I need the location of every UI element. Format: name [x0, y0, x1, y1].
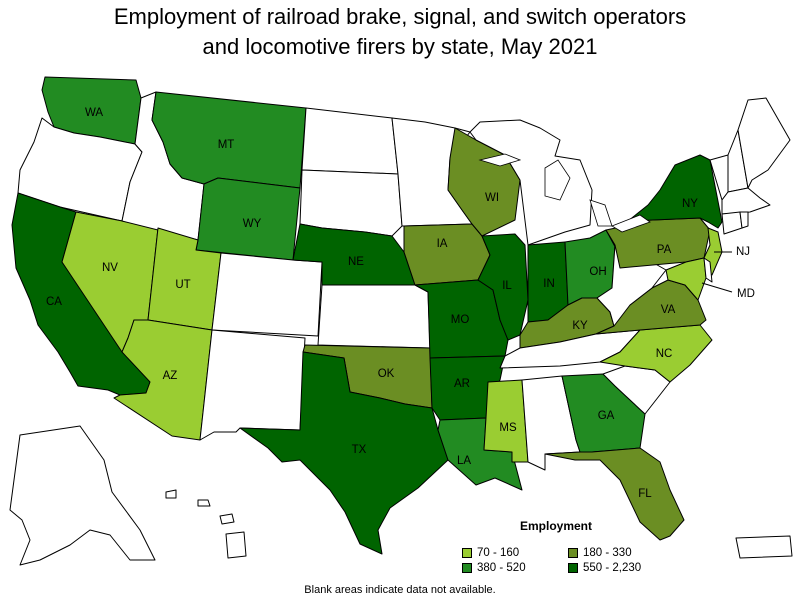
- state-nd: [301, 107, 399, 175]
- state-nc: [599, 324, 713, 383]
- state-label-ok: OK: [378, 368, 395, 380]
- state-ri: [739, 211, 749, 229]
- map-title: Employment of railroad brake, signal, an…: [0, 2, 800, 62]
- legend-title: Employment: [520, 519, 593, 533]
- state-label-fl: FL: [638, 488, 652, 500]
- state-label-in: IN: [543, 278, 555, 290]
- state-label-ne: NE: [348, 256, 364, 268]
- state-ks: [317, 284, 431, 349]
- legend-label: 550 - 2,230: [583, 562, 642, 574]
- legend-item: 180 - 330: [568, 547, 668, 559]
- state-label-ar: AR: [454, 378, 470, 390]
- legend-item: 550 - 2,230: [568, 562, 668, 574]
- state-ma: [721, 187, 771, 215]
- state-label-pa: PA: [657, 244, 672, 256]
- great-lake-3: [589, 199, 613, 227]
- legend-swatch: [462, 563, 472, 573]
- state-label-ky: KY: [572, 320, 588, 332]
- state-label-az: AZ: [163, 370, 178, 382]
- legend-label: 70 - 160: [477, 547, 520, 559]
- state-label-ca: CA: [46, 296, 62, 308]
- great-lake-4: [611, 214, 651, 233]
- state-label-ms: MS: [499, 422, 517, 434]
- state-label-tx: TX: [352, 444, 367, 456]
- title-line-1: Employment of railroad brake, signal, an…: [113, 4, 687, 29]
- state-label-la: LA: [457, 455, 471, 467]
- state-il: [477, 233, 529, 341]
- legend-item: 380 - 520: [462, 562, 568, 574]
- state-label-wi: WI: [485, 192, 499, 204]
- legend-swatch: [568, 563, 578, 573]
- state-label-oh: OH: [589, 266, 606, 278]
- state-label-nv: NV: [102, 262, 118, 274]
- state-hi: [165, 489, 247, 559]
- legend-item: 70 - 160: [462, 547, 568, 559]
- great-lake-1: [478, 153, 522, 167]
- state-label-va: VA: [661, 304, 676, 316]
- state-co: [211, 252, 323, 337]
- state-label-wy: WY: [243, 218, 262, 230]
- state-label-nc: NC: [656, 348, 673, 360]
- state-label-mo: MO: [451, 314, 470, 326]
- state-fl: [544, 447, 685, 541]
- great-lake-2: [544, 159, 571, 201]
- state-sd: [299, 169, 403, 237]
- state-label-nj: NJ: [736, 246, 750, 258]
- legend: Employment 70 - 160 180 - 330 380 - 520 550…: [462, 519, 662, 574]
- legend-label: 180 - 330: [583, 547, 632, 559]
- footnote: Blank areas indicate data not available.: [304, 584, 496, 596]
- state-ia: [403, 223, 491, 286]
- state-label-ia: IA: [437, 238, 448, 250]
- state-label-wa: WA: [85, 107, 103, 119]
- state-label-mt: MT: [218, 139, 235, 151]
- state-ct: [721, 211, 743, 235]
- state-label-ga: GA: [598, 410, 615, 422]
- state-label-md: MD: [737, 288, 755, 300]
- legend-label: 380 - 520: [477, 562, 526, 574]
- state-label-il: IL: [502, 280, 512, 292]
- state-label-ut: UT: [175, 279, 190, 291]
- state-ms: [483, 379, 529, 463]
- leader-line-md: [701, 282, 733, 293]
- state-nm: [199, 329, 306, 441]
- legend-swatch: [568, 548, 578, 558]
- state-md: [665, 257, 707, 301]
- legend-swatch: [462, 548, 472, 558]
- state-pr: [735, 535, 793, 559]
- title-line-2: and locomotive firers by state, May 2021: [202, 34, 598, 59]
- state-ak: [9, 425, 156, 566]
- state-tx: [239, 351, 449, 555]
- state-label-ny: NY: [682, 198, 698, 210]
- state-de: [703, 257, 713, 283]
- state-me: [737, 97, 791, 189]
